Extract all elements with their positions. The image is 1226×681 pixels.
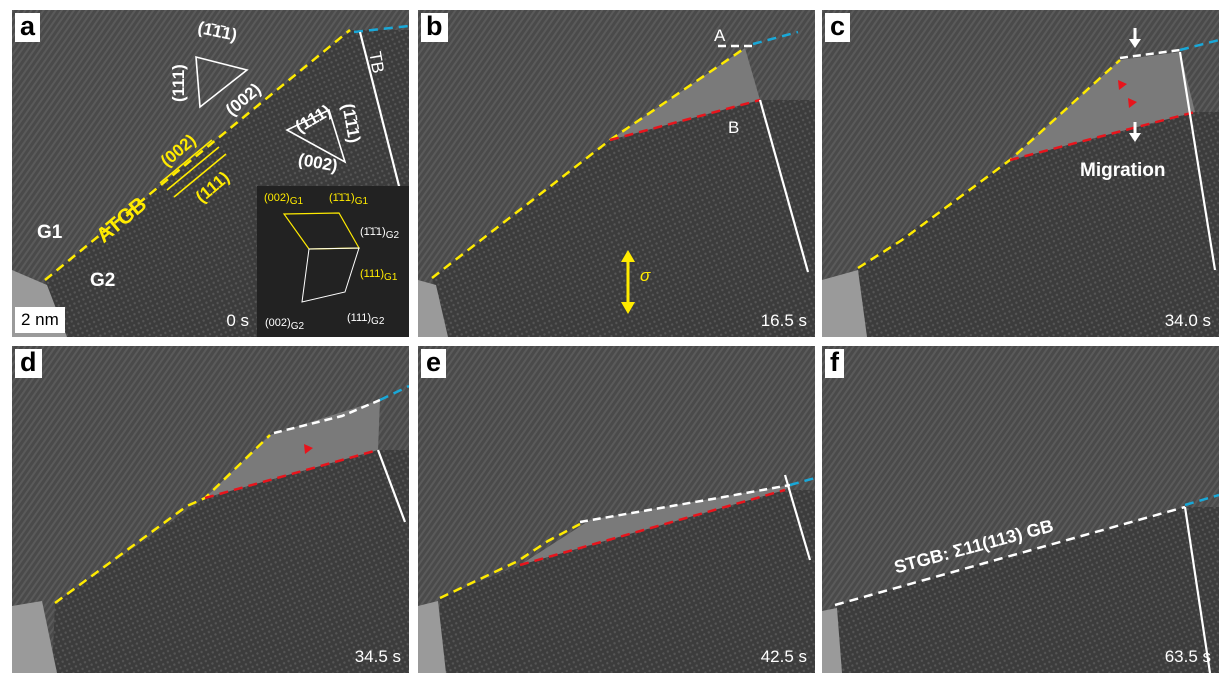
panel-f: f STGB: Σ11(113) GB 63.5 s: [822, 346, 1219, 673]
fft-subscript: G1: [289, 196, 304, 207]
timestamp: 34.5 s: [354, 647, 401, 666]
fft-label: (1̄1̄1): [360, 226, 386, 238]
fft-subscript: G2: [385, 230, 400, 241]
tb-line: [758, 99, 810, 273]
fft-label: (111): [347, 312, 372, 324]
panel-d-image: [12, 346, 409, 673]
fft-subscript: G2: [290, 321, 305, 332]
panel-label: f: [825, 349, 844, 378]
stress-label: σ: [640, 266, 651, 285]
panel-f-image: [822, 346, 1219, 673]
fft-subscript: G1: [384, 272, 398, 283]
g1-triangle: [195, 55, 249, 109]
red-boundary-line: [609, 98, 761, 142]
panel-e: e 42.5 s: [418, 346, 815, 673]
panel-label: b: [421, 13, 448, 42]
atgb-line: [44, 29, 351, 281]
panel-label: a: [15, 13, 41, 42]
point-a-label: A: [714, 26, 726, 45]
timestamp: 42.5 s: [760, 647, 807, 666]
arrow-icon: [1129, 39, 1141, 48]
fft-subscript: G1: [354, 196, 369, 207]
panel-label: d: [15, 349, 42, 378]
panel-label: e: [421, 349, 447, 378]
panel-e-image: [418, 346, 815, 673]
point-b-label: B: [728, 118, 740, 137]
fft-subscript: G2: [371, 316, 385, 327]
timestamp: 34.0 s: [1164, 311, 1211, 330]
fft-label: (002): [264, 192, 290, 204]
twin-extension-line: [353, 24, 409, 34]
panel-c-image: [822, 10, 1219, 337]
fft-label: (111): [360, 268, 385, 280]
scale-bar: 2 nm: [15, 307, 65, 333]
panel-c: c Migration 34.0 s: [822, 10, 1219, 337]
migration-label: Migration: [1080, 160, 1166, 181]
fft-label: (002): [265, 317, 291, 329]
g2-triangle: [285, 108, 347, 164]
plane-label: (111): [169, 64, 188, 102]
panel-a: a (1̄1̄1) (111) (002) (111) (1̄1̄1) (002…: [12, 10, 409, 337]
panel-d: d 34.5 s: [12, 346, 409, 673]
tb-label: TB: [365, 50, 388, 75]
fft-inset: (002)G1 (1̄1̄1)G1 (1̄1̄1)G2 (111)G1 (002…: [257, 186, 409, 337]
grain-label: G1: [37, 222, 63, 243]
stgb-line: [834, 505, 1186, 607]
grain-label: G2: [90, 270, 116, 291]
panel-b: b A B σ 16.5 s: [418, 10, 815, 337]
migrating-region: [610, 48, 760, 140]
tb-line: [358, 31, 402, 191]
panel-label: c: [825, 13, 851, 42]
timestamp: 63.5 s: [1164, 647, 1211, 666]
timestamp: 16.5 s: [760, 311, 807, 330]
arrow-icon: [1129, 133, 1141, 142]
fft-label: (1̄1̄1): [329, 192, 355, 204]
timestamp: 0 s: [226, 311, 249, 330]
panel-b-image: [418, 10, 815, 337]
